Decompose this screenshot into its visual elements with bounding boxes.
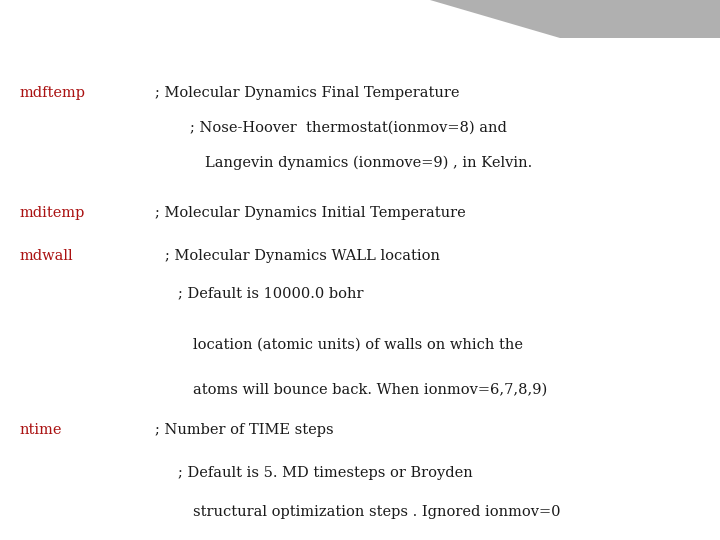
Text: structural optimization steps . Ignored ionmov=0: structural optimization steps . Ignored … bbox=[193, 505, 560, 519]
Text: ; Molecular Dynamics Initial Temperature: ; Molecular Dynamics Initial Temperature bbox=[155, 206, 466, 220]
Polygon shape bbox=[430, 0, 720, 38]
Text: mdftemp: mdftemp bbox=[20, 86, 86, 100]
Text: ntime: ntime bbox=[20, 423, 63, 437]
Text: ; Molecular Dynamics WALL location: ; Molecular Dynamics WALL location bbox=[165, 249, 440, 263]
Text: ; Default is 10000.0 bohr: ; Default is 10000.0 bohr bbox=[178, 286, 364, 300]
Text: atoms will bounce back. When ionmov=6,7,8,9): atoms will bounce back. When ionmov=6,7,… bbox=[193, 383, 547, 397]
Text: Molecular  Dynamics: Molecular Dynamics bbox=[20, 510, 177, 524]
Text: Langevin dynamics (ionmove=9) , in Kelvin.: Langevin dynamics (ionmove=9) , in Kelvi… bbox=[205, 156, 532, 170]
Text: ; Nose-Hoover  thermostat(ionmov=8) and: ; Nose-Hoover thermostat(ionmov=8) and bbox=[190, 121, 507, 135]
Text: ; Number of TIME steps: ; Number of TIME steps bbox=[155, 423, 333, 437]
Text: ; Molecular Dynamics Final Temperature: ; Molecular Dynamics Final Temperature bbox=[155, 86, 459, 100]
Text: mditemp: mditemp bbox=[20, 206, 86, 220]
Text: location (atomic units) of walls on which the: location (atomic units) of walls on whic… bbox=[193, 338, 523, 352]
Text: mdwall: mdwall bbox=[20, 249, 73, 263]
Text: ; Default is 5. MD timesteps or Broyden: ; Default is 5. MD timesteps or Broyden bbox=[178, 466, 473, 480]
